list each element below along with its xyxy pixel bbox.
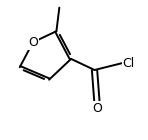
Text: Cl: Cl xyxy=(122,57,135,70)
Text: O: O xyxy=(92,102,102,115)
Text: O: O xyxy=(28,36,38,49)
